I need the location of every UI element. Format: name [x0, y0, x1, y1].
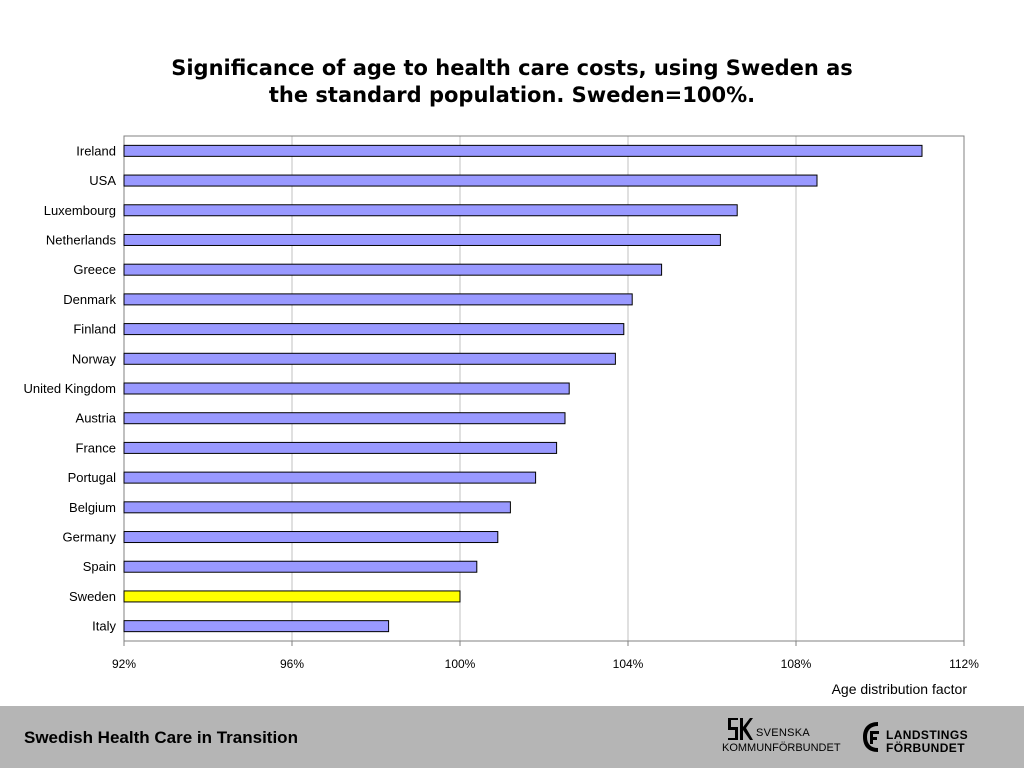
svenska-kommunforbundet-logo: SVENSKA KOMMUNFÖRBUNDET [722, 716, 852, 760]
chart-title-line-1: Significance of age to health care costs… [171, 56, 853, 80]
bar-france [123, 441, 558, 454]
category-label: United Kingdom [24, 381, 117, 396]
category-label: Germany [63, 530, 117, 545]
bar-finland [123, 323, 625, 336]
bar-sweden [123, 590, 461, 603]
category-label: Belgium [69, 500, 116, 515]
footer-bar: Swedish Health Care in Transition SVENSK… [0, 706, 1024, 768]
x-tick-label: 92% [112, 657, 136, 671]
bar-denmark [123, 293, 633, 306]
category-label: Ireland [76, 143, 116, 158]
chart-title-line-2: the standard population. Sweden=100%. [268, 83, 756, 107]
bar-greece [123, 263, 663, 276]
category-label: France [76, 440, 116, 455]
category-label: Netherlands [46, 232, 117, 247]
lf-logo-icon [863, 722, 879, 752]
lf-logo-line-2: FÖRBUNDET [886, 741, 965, 755]
bar-united-kingdom [123, 382, 570, 395]
bar-ireland [123, 144, 923, 157]
category-label: Norway [72, 351, 117, 366]
category-label: Denmark [63, 292, 116, 307]
bar-spain [123, 560, 478, 573]
category-label: Luxembourg [44, 203, 116, 218]
bar-luxembourg [123, 204, 738, 217]
chart-title: Significance of age to health care costs… [112, 55, 912, 109]
category-label: Portugal [68, 470, 117, 485]
bar-italy [123, 620, 390, 633]
footer-title: Swedish Health Care in Transition [24, 728, 298, 747]
category-label: Finland [73, 322, 116, 337]
landstingsforbundet-logo: LANDSTINGS FÖRBUNDET [860, 716, 980, 760]
bar-belgium [123, 501, 511, 514]
lf-logo-line-1: LANDSTINGS [886, 728, 968, 742]
x-tick-label: 96% [280, 657, 304, 671]
x-tick-label: 112% [949, 657, 979, 671]
bar-austria [123, 412, 566, 425]
sk-logo-icon [728, 718, 753, 740]
bar-germany [123, 531, 499, 544]
sk-logo-line-2: KOMMUNFÖRBUNDET [722, 742, 841, 754]
x-axis-ticks: 92% 96% 100% 104% 108% 112% [112, 641, 979, 671]
category-label: Italy [92, 619, 116, 634]
category-label: Spain [83, 559, 116, 574]
sk-logo-line-1: SVENSKA [756, 727, 811, 739]
x-tick-label: 100% [445, 657, 476, 671]
bar-chart: Ireland USA Luxembourg Netherlands Greece Den… [24, 135, 979, 697]
x-tick-label: 104% [613, 657, 644, 671]
bar-usa [123, 174, 818, 187]
x-axis-label: Age distribution factor [832, 681, 968, 697]
category-label: Austria [76, 411, 117, 426]
category-label: Sweden [69, 589, 116, 604]
bar-norway [123, 352, 616, 365]
category-labels: Ireland USA Luxembourg Netherlands Greece Den… [24, 143, 117, 633]
bar-portugal [123, 471, 537, 484]
bars [123, 144, 923, 633]
category-label: Greece [73, 262, 116, 277]
x-tick-label: 108% [781, 657, 812, 671]
category-label: USA [89, 173, 116, 188]
bar-netherlands [123, 233, 721, 246]
